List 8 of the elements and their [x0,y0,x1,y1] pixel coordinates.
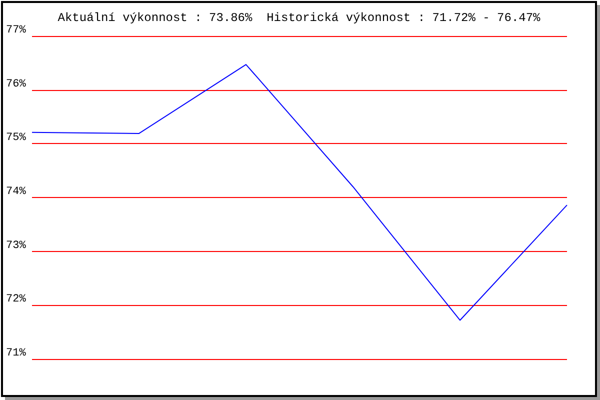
y-tick-label: 72% [6,294,26,306]
chart-title: Aktuální výkonnost : 73.86% Historická výkonnost : 71.72% - 76.47% [58,11,542,25]
y-tick-label: 75% [6,132,26,144]
y-tick-label: 73% [6,240,26,252]
y-tick-label: 74% [6,186,26,198]
y-tick-label: 76% [6,78,26,90]
y-tick-label: 71% [6,348,26,360]
y-tick-label: 77% [6,24,26,36]
